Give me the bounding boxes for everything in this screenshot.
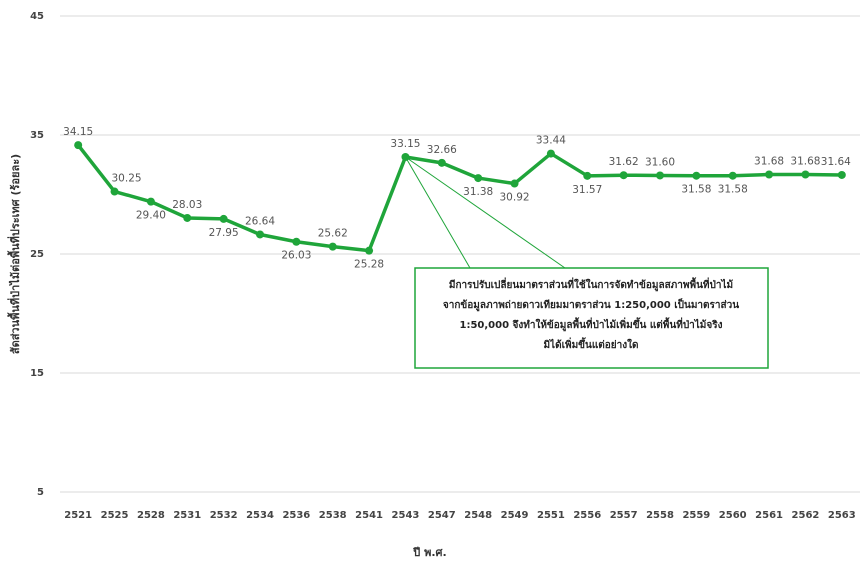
data-point [837,170,846,179]
data-point [583,171,592,180]
data-point [437,158,446,167]
x-tick-label: 2534 [246,510,274,521]
x-tick-label: 2528 [137,510,165,521]
callout-line [405,156,566,269]
x-tick-label: 2557 [610,510,638,521]
data-point [474,174,483,183]
y-tick-label: 15 [30,368,44,379]
series-line [76,144,842,253]
data-label: 27.95 [209,227,239,239]
data-label: 30.25 [112,173,142,185]
x-tick-label: 2543 [392,510,420,521]
annotation-text: จากข้อมูลภาพถ่ายดาวเทียมมาตราส่วน 1:250,… [443,297,739,312]
x-tick-label: 2538 [319,510,347,521]
x-tick-label: 2525 [101,510,129,521]
data-label: 26.64 [245,215,275,227]
data-label: 31.68 [754,156,784,168]
data-point [74,141,83,150]
y-tick-label: 5 [37,487,44,498]
x-tick-label: 2532 [210,510,238,521]
data-label: 30.92 [500,192,530,204]
x-tick-label: 2562 [792,510,820,521]
annotation-box [414,267,769,369]
data-label: 25.62 [318,228,348,240]
data-label: 31.58 [718,184,748,196]
data-point [619,171,628,180]
data-point [365,246,374,255]
x-tick-label: 2549 [501,510,529,521]
data-point [292,237,301,246]
x-tick-label: 2547 [428,510,456,521]
data-label: 31.58 [681,184,711,196]
x-tick-label: 2558 [646,510,674,521]
data-point [256,230,264,239]
data-point [546,149,555,158]
x-tick-label: 2560 [719,510,747,521]
data-point [328,242,337,251]
data-point [656,171,664,180]
x-tick-label: 2536 [282,510,310,521]
data-label: 32.66 [427,144,457,156]
data-label: 31.62 [609,156,639,168]
data-point [219,214,228,223]
annotation-text: 1:50,000 จึงทำให้ข้อมูลพื้นที่ป่าไม้เพิ่… [459,317,722,332]
x-tick-label: 2521 [64,510,92,521]
data-label: 28.03 [172,199,202,211]
x-tick-label: 2531 [173,510,201,521]
data-label: 31.57 [572,184,602,196]
x-tick-label: 2563 [828,510,856,521]
x-tick-label: 2548 [464,510,492,521]
y-tick-label: 25 [30,249,44,260]
data-point [146,197,155,206]
x-axis-label: ปี พ.ศ. [412,546,446,559]
data-point [801,170,810,179]
data-label: 31.60 [645,156,675,168]
data-point [183,213,192,222]
x-tick-label: 2551 [537,510,565,521]
data-label: 33.44 [536,135,566,147]
x-tick-label: 2556 [573,510,601,521]
y-axis-label: สัดส่วนพื้นที่ป่าไม้ต่อพื้นที่ประเทศ (ร้… [7,154,22,354]
x-tick-label: 2541 [355,510,383,521]
data-label: 34.15 [63,126,93,138]
data-label: 31.68 [790,156,820,168]
data-point [765,170,774,179]
data-point [728,171,737,180]
data-point [110,187,119,196]
y-tick-label: 35 [30,130,44,141]
annotation-text: มิได้เพิ่มขึ้นแต่อย่างใด [543,337,638,351]
annotation-text: มีการปรับเปลี่ยนมาตราส่วนที่ใช้ในการจัดท… [449,277,733,292]
data-point [692,171,701,180]
data-point [510,179,519,188]
x-tick-label: 2559 [682,510,710,521]
data-label: 31.38 [463,186,493,198]
y-tick-label: 45 [30,11,44,22]
data-label: 25.28 [354,259,384,271]
data-label: 26.03 [281,250,311,262]
data-label: 31.64 [821,156,851,168]
data-label: 29.40 [136,210,166,222]
data-label: 33.15 [390,138,420,150]
callout-line [405,156,471,269]
x-tick-label: 2561 [755,510,783,521]
